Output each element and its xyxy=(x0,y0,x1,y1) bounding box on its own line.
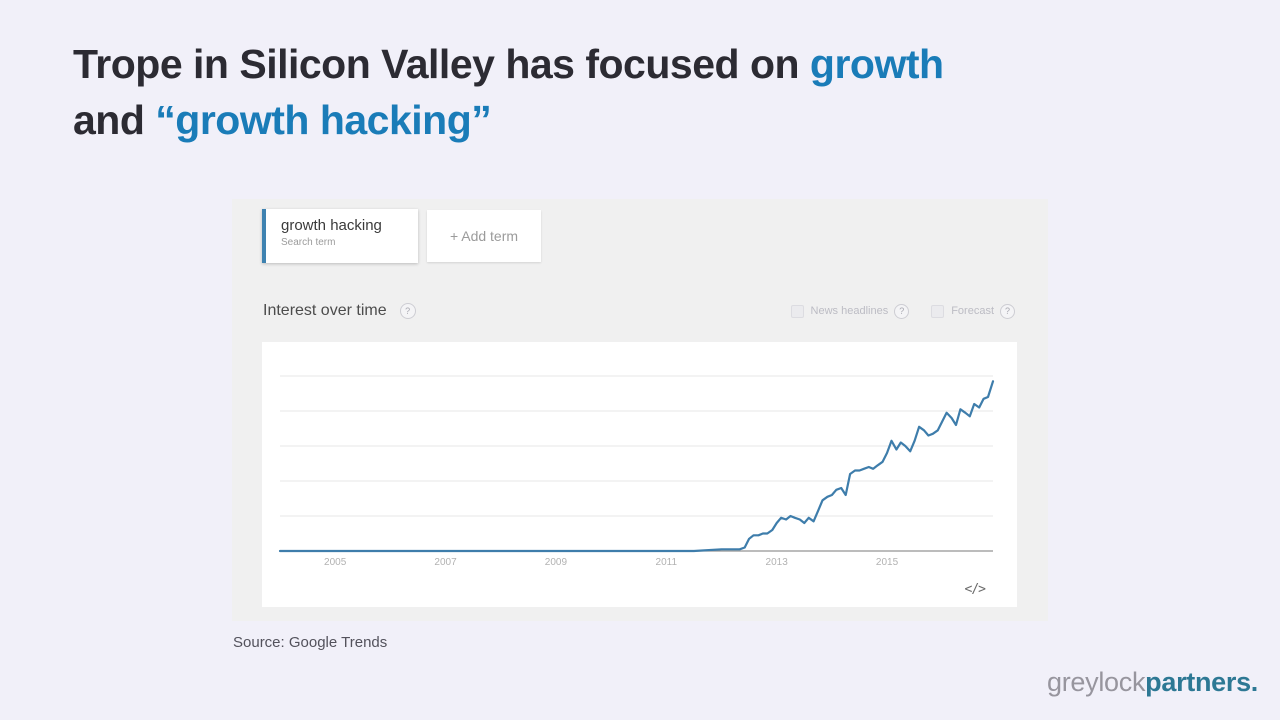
forecast-checkbox[interactable] xyxy=(931,304,945,318)
search-term-card[interactable]: growth hacking Search term xyxy=(262,209,418,263)
embed-code-icon[interactable]: </> xyxy=(964,582,987,597)
svg-text:2015: 2015 xyxy=(876,557,899,568)
section-title: Interest over time xyxy=(263,302,387,319)
help-icon[interactable]: ? xyxy=(1000,303,1015,319)
chart-header-row: Interest over time ? News headlines ? Fo… xyxy=(263,299,1015,323)
google-trends-widget: growth hacking Search term + Add term In… xyxy=(232,199,1048,621)
svg-text:2007: 2007 xyxy=(434,557,457,568)
slide-title: Trope in Silicon Valley has focused on g… xyxy=(73,36,1213,148)
add-term-button[interactable]: + Add term xyxy=(427,210,541,262)
news-headlines-label: News headlines xyxy=(810,305,889,317)
trends-line-chart: 2005 2007 2009 2011 2013 2015 xyxy=(278,375,995,568)
title-line2-dark: and xyxy=(73,97,156,143)
title-line1-dark: Trope in Silicon Valley has focused on xyxy=(73,41,810,87)
search-term-text: growth hacking xyxy=(281,217,382,234)
chart-panel: 2005 2007 2009 2011 2013 2015 </> xyxy=(262,342,1017,607)
term-color-bar xyxy=(262,209,266,263)
svg-text:2009: 2009 xyxy=(545,557,568,568)
chart-options: News headlines ? Forecast ? xyxy=(790,303,1015,319)
svg-text:2005: 2005 xyxy=(324,557,347,568)
forecast-label: Forecast xyxy=(951,305,994,317)
title-line2-highlight: “growth hacking” xyxy=(155,97,492,143)
logo-partners-text: partners. xyxy=(1145,667,1258,697)
title-line-2: and “growth hacking” xyxy=(73,92,1213,148)
title-line1-highlight: growth xyxy=(809,41,944,87)
help-icon[interactable]: ? xyxy=(894,303,910,319)
search-term-sublabel: Search term xyxy=(281,237,336,248)
greylock-partners-logo: greylockpartners. xyxy=(1047,667,1258,698)
help-icon[interactable]: ? xyxy=(399,303,416,319)
svg-text:2013: 2013 xyxy=(766,557,789,568)
logo-greylock-text: greylock xyxy=(1047,667,1146,697)
source-caption: Source: Google Trends xyxy=(233,634,388,651)
forecast-option: Forecast ? xyxy=(931,303,1015,319)
title-line-1: Trope in Silicon Valley has focused on g… xyxy=(73,36,1213,92)
svg-text:2011: 2011 xyxy=(656,557,678,568)
news-headlines-checkbox[interactable] xyxy=(790,304,804,318)
